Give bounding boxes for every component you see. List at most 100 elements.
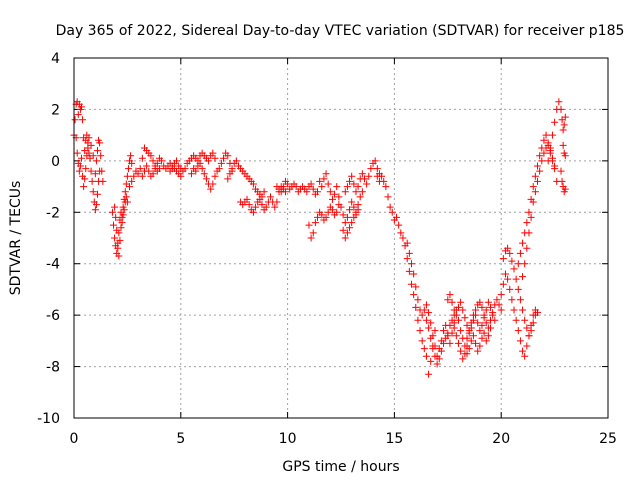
data-point bbox=[192, 167, 200, 175]
data-point bbox=[561, 185, 569, 193]
data-point bbox=[367, 165, 375, 173]
data-point bbox=[87, 141, 95, 149]
data-point bbox=[371, 157, 379, 165]
data-point bbox=[339, 226, 347, 234]
data-point bbox=[444, 329, 452, 337]
data-point bbox=[326, 188, 334, 196]
data-point bbox=[463, 321, 471, 329]
data-point bbox=[108, 208, 116, 216]
data-point bbox=[529, 183, 537, 191]
data-point bbox=[92, 157, 100, 165]
y-tick-label: 4 bbox=[51, 51, 60, 67]
data-point bbox=[457, 347, 465, 355]
x-tick-label: 20 bbox=[492, 431, 510, 447]
x-tick-label: 0 bbox=[70, 431, 79, 447]
data-point bbox=[446, 321, 454, 329]
data-point bbox=[71, 116, 79, 124]
data-point bbox=[260, 188, 268, 196]
data-point bbox=[348, 219, 356, 227]
data-point bbox=[425, 370, 433, 378]
data-point bbox=[548, 131, 556, 139]
data-point bbox=[217, 159, 225, 167]
data-point bbox=[478, 321, 486, 329]
data-point bbox=[115, 252, 123, 260]
data-point bbox=[551, 165, 559, 173]
data-point bbox=[516, 249, 524, 257]
data-point bbox=[523, 342, 531, 350]
data-point bbox=[354, 183, 362, 191]
data-point bbox=[484, 298, 492, 306]
data-point bbox=[343, 213, 351, 221]
data-point bbox=[493, 296, 501, 304]
data-point bbox=[354, 201, 362, 209]
data-point bbox=[245, 201, 253, 209]
data-point bbox=[177, 172, 185, 180]
data-point bbox=[399, 234, 407, 242]
data-point bbox=[149, 157, 157, 165]
data-point bbox=[446, 291, 454, 299]
data-point bbox=[91, 206, 99, 214]
y-tick-label: -8 bbox=[46, 360, 60, 376]
data-point bbox=[363, 180, 371, 188]
data-point bbox=[232, 157, 240, 165]
data-point bbox=[465, 345, 473, 353]
data-point bbox=[540, 136, 548, 144]
data-point bbox=[407, 280, 415, 288]
data-point bbox=[386, 203, 394, 211]
data-point bbox=[318, 183, 326, 191]
data-point bbox=[97, 152, 105, 160]
data-point bbox=[196, 159, 204, 167]
data-point bbox=[497, 291, 505, 299]
data-point bbox=[277, 188, 285, 196]
data-point bbox=[510, 306, 518, 314]
data-point bbox=[350, 180, 358, 188]
data-point bbox=[527, 213, 535, 221]
data-point bbox=[346, 206, 354, 214]
data-point bbox=[320, 175, 328, 183]
data-point bbox=[124, 165, 132, 173]
data-point bbox=[279, 183, 287, 191]
data-point bbox=[348, 172, 356, 180]
data-point bbox=[480, 329, 488, 337]
data-point bbox=[534, 162, 542, 170]
data-point bbox=[75, 167, 83, 175]
data-point bbox=[352, 188, 360, 196]
data-point bbox=[89, 152, 97, 160]
data-point bbox=[346, 177, 354, 185]
data-point bbox=[487, 324, 495, 332]
data-point bbox=[523, 244, 531, 252]
data-point bbox=[128, 177, 136, 185]
data-point bbox=[514, 285, 522, 293]
data-point bbox=[110, 221, 118, 229]
y-axis-label: SDTVAR / TECUs bbox=[8, 181, 24, 296]
x-tick-label: 25 bbox=[599, 431, 617, 447]
data-point bbox=[416, 327, 424, 335]
data-point bbox=[77, 103, 85, 111]
data-point bbox=[454, 316, 462, 324]
data-point bbox=[311, 219, 319, 227]
data-point bbox=[452, 306, 460, 314]
data-point bbox=[119, 203, 127, 211]
data-point bbox=[145, 167, 153, 175]
data-point bbox=[427, 334, 435, 342]
data-point bbox=[80, 183, 88, 191]
data-point bbox=[459, 306, 467, 314]
data-point bbox=[534, 309, 542, 317]
data-point bbox=[267, 193, 275, 201]
data-point bbox=[469, 311, 477, 319]
data-point bbox=[243, 195, 251, 203]
data-point bbox=[440, 339, 448, 347]
data-point bbox=[88, 177, 96, 185]
data-point bbox=[309, 185, 317, 193]
data-point bbox=[514, 260, 522, 268]
data-point bbox=[74, 111, 82, 119]
data-point bbox=[341, 188, 349, 196]
data-point bbox=[519, 239, 527, 247]
data-point bbox=[516, 337, 524, 345]
data-point bbox=[333, 183, 341, 191]
data-point bbox=[521, 260, 529, 268]
data-point bbox=[561, 152, 569, 160]
data-point bbox=[138, 172, 146, 180]
